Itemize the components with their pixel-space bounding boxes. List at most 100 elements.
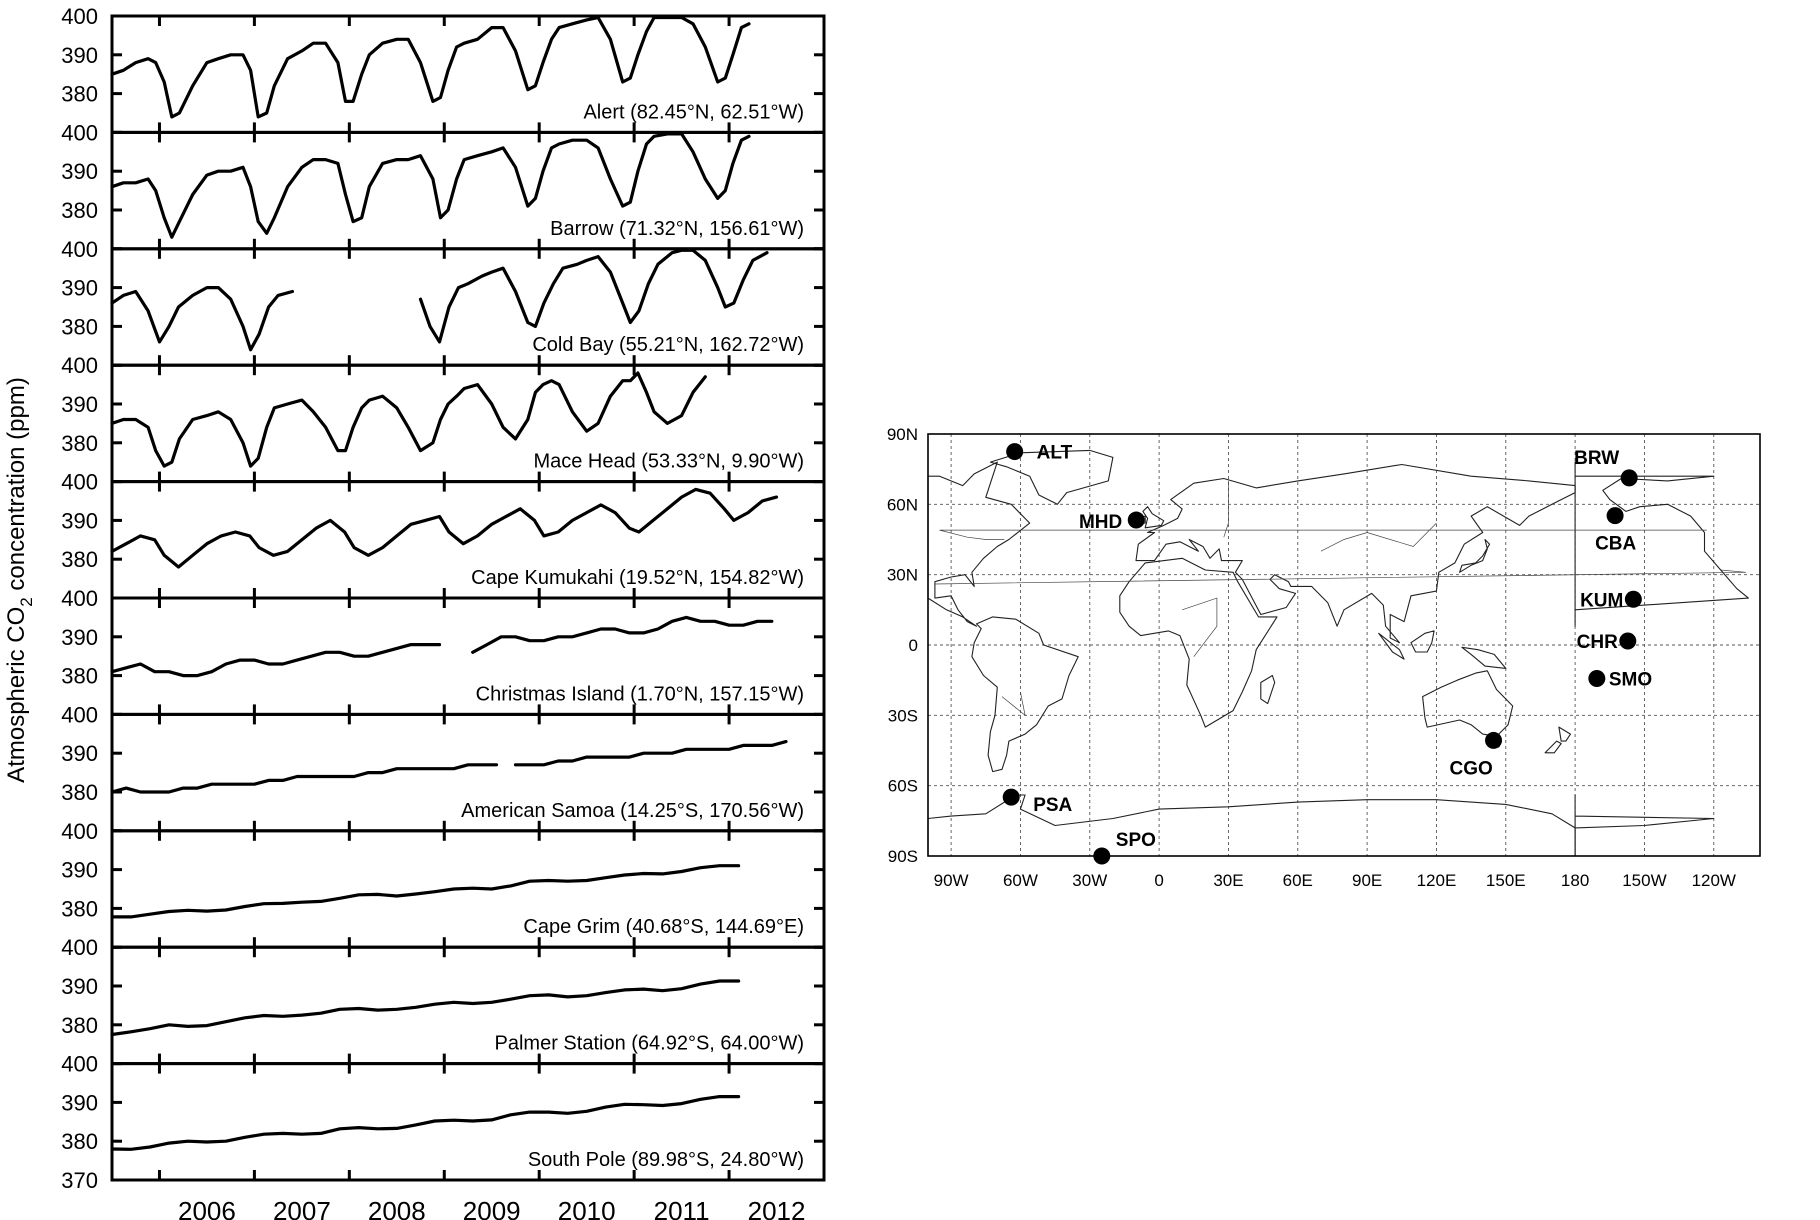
land-outline xyxy=(1422,670,1514,737)
y-tick-label: 400 xyxy=(61,586,98,611)
land-outline xyxy=(1558,726,1572,742)
y-tick-label: 380 xyxy=(61,82,98,107)
series-line xyxy=(110,864,741,919)
series-line xyxy=(110,371,707,468)
map-lon-label: 30W xyxy=(1072,871,1107,890)
y-tick-label: 380 xyxy=(61,198,98,223)
co2-time-series-panels: 400 390 380 Alert (82.45°N, 62.51°W) 400 390 3… xyxy=(61,4,826,1220)
land-outline xyxy=(1574,461,1749,627)
series-line xyxy=(110,248,769,352)
country-border xyxy=(1320,522,1437,552)
map-lon-label: 120W xyxy=(1692,871,1736,890)
land-outline xyxy=(927,794,1576,857)
map-lon-label: 120E xyxy=(1417,871,1457,890)
y-axis-label: Atmospheric CO2 concentration (ppm) xyxy=(3,377,36,783)
land-outline xyxy=(989,449,1114,505)
y-tick-label: 400 xyxy=(61,1052,98,1077)
series-line xyxy=(110,15,751,119)
y-tick-label: 390 xyxy=(61,625,98,650)
site-marker xyxy=(1620,469,1638,487)
land-outline xyxy=(927,461,1031,627)
map-lon-label: 90E xyxy=(1352,871,1382,890)
map-lon-label: 150W xyxy=(1622,871,1666,890)
site-label: SMO xyxy=(1609,670,1652,691)
map-lat-label: 30S xyxy=(888,706,918,725)
site-marker xyxy=(1624,590,1642,608)
y-tick-label: 380 xyxy=(61,780,98,805)
series-line xyxy=(110,1095,741,1151)
map-lat-label: 60N xyxy=(887,495,918,514)
panel-0: 400 390 380 Alert (82.45°N, 62.51°W) xyxy=(61,4,826,134)
panel-1: 400 390 380 Barrow (71.32°N, 156.61°W) xyxy=(61,120,826,251)
site-label: BRW xyxy=(1574,448,1619,469)
y-tick-label: 400 xyxy=(61,702,98,727)
series-line xyxy=(110,132,751,239)
map-lon-label: 150E xyxy=(1486,871,1526,890)
land-outline xyxy=(1544,740,1562,754)
y-tick-label: 390 xyxy=(61,858,98,883)
panel-6: 400 390 380 American Samoa (14.25°S, 170.56… xyxy=(61,702,826,833)
station-map: 90W 60W 30W 0 30E 60E 90E 120E 150E 180 150W 120W 90… xyxy=(887,425,1761,890)
series-line xyxy=(110,487,779,569)
site-smo: SMO xyxy=(1588,670,1652,691)
map-lat-label: 30N xyxy=(887,566,918,585)
panel-frame xyxy=(110,1062,826,1182)
y-tick-label: 390 xyxy=(61,1090,98,1115)
map-lat-label: 90N xyxy=(887,425,918,444)
site-mhd: MHD xyxy=(1079,511,1145,533)
year-label: 2007 xyxy=(273,1196,331,1220)
panel-8: 400 390 380 Palmer Station (64.92°S, 64.00°… xyxy=(61,935,826,1066)
map-lon-label: 0 xyxy=(1154,871,1163,890)
y-tick-label: 390 xyxy=(61,392,98,417)
series-line xyxy=(110,615,774,678)
site-psa: PSA xyxy=(1002,788,1073,816)
site-label: KUM xyxy=(1580,590,1623,611)
site-marker xyxy=(1606,507,1624,525)
map-lon-label: 60W xyxy=(1003,871,1038,890)
panel-5: 400 390 380 Christmas Island (1.70°N, 157.1… xyxy=(61,586,826,716)
map-lat-label: 90S xyxy=(888,847,918,866)
y-tick-label: 390 xyxy=(61,276,98,301)
y-tick-label: 380 xyxy=(61,896,98,921)
site-marker xyxy=(1002,788,1020,806)
map-lon-label: 90W xyxy=(934,871,969,890)
y-tick-label: 380 xyxy=(61,431,98,456)
site-marker xyxy=(1619,632,1637,650)
site-brw: BRW xyxy=(1574,448,1638,487)
map-lat-label: 0 xyxy=(909,636,918,655)
y-tick-label: 390 xyxy=(61,974,98,999)
site-marker xyxy=(1485,731,1503,749)
country-border xyxy=(934,569,1747,585)
site-marker xyxy=(1588,670,1606,688)
land-outline xyxy=(1574,794,1715,857)
y-tick-label: 390 xyxy=(61,508,98,533)
station-label: Barrow (71.32°N, 156.61°W) xyxy=(550,218,804,240)
site-marker xyxy=(1093,847,1111,865)
site-chr: CHR xyxy=(1577,632,1637,653)
y-tick-label: 400 xyxy=(61,819,98,844)
station-label: Cape Kumukahi (19.52°N, 154.82°W) xyxy=(471,567,804,589)
year-label: 2008 xyxy=(368,1196,426,1220)
y-tick-label: 400 xyxy=(61,120,98,145)
station-label: Palmer Station (64.92°S, 64.00°W) xyxy=(495,1033,804,1055)
y-tick-label: 400 xyxy=(61,470,98,495)
map-lon-label: 30E xyxy=(1213,871,1243,890)
land-outline xyxy=(1260,674,1276,705)
year-label: 2010 xyxy=(558,1196,616,1220)
land-outline xyxy=(971,616,1079,773)
y-tick-label: 380 xyxy=(61,664,98,689)
station-label: American Samoa (14.25°S, 170.56°W) xyxy=(461,800,804,822)
land-outline xyxy=(1459,538,1491,573)
station-label: Cold Bay (55.21°N, 162.72°W) xyxy=(532,334,804,356)
land-outline xyxy=(1461,646,1507,669)
land-outline xyxy=(1410,630,1435,653)
map-frame xyxy=(927,433,1761,857)
y-tick-label: 390 xyxy=(61,741,98,766)
station-label: Cape Grim (40.68°S, 144.69°E) xyxy=(523,916,804,938)
panel-9: 400 390 380 370 South Pole (89.98°S, 24.80°W… xyxy=(61,1052,826,1193)
y-tick-label: 380 xyxy=(61,1129,98,1154)
map-lon-label: 180 xyxy=(1561,871,1589,890)
y-tick-label: 380 xyxy=(61,1013,98,1038)
y-tick-label: 390 xyxy=(61,159,98,184)
